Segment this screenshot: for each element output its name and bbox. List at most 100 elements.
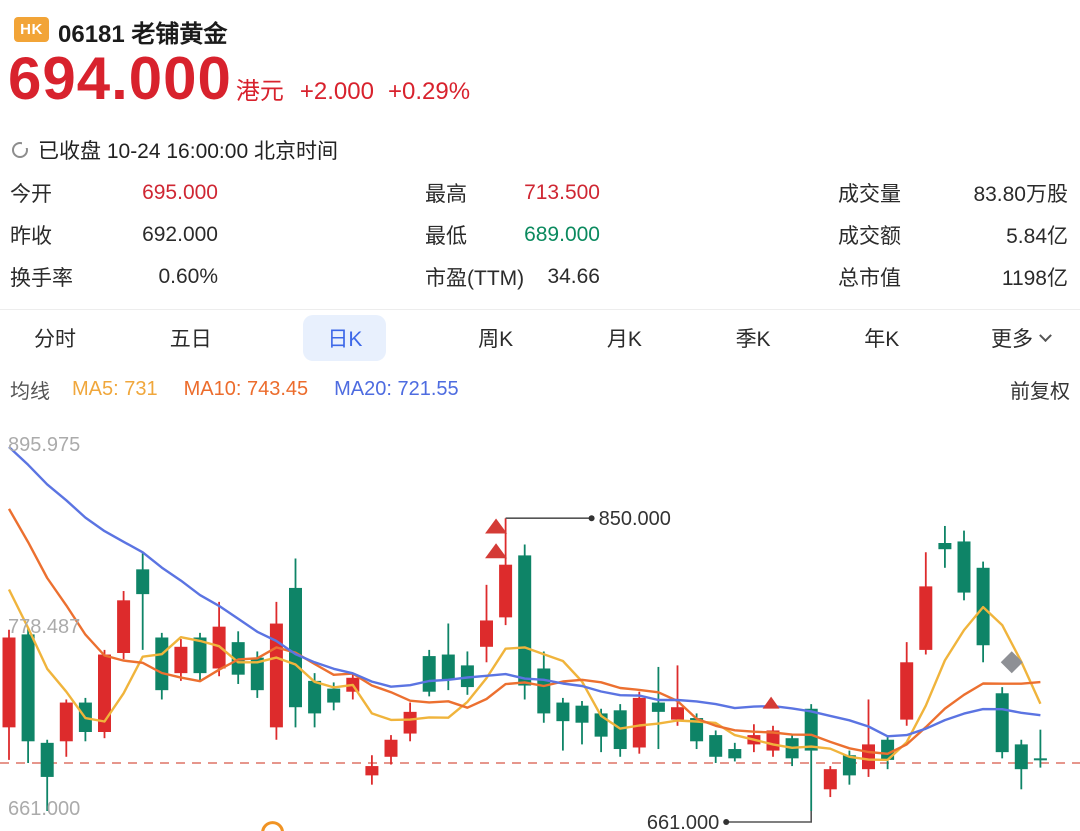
stat-row: 最低 689.000 (425, 214, 600, 256)
status-text: 已收盘 10-24 16:00:00 北京时间 (38, 140, 338, 163)
candle-body (957, 541, 971, 593)
candle-body (308, 680, 322, 714)
ma20-line (8, 446, 1041, 738)
market-status: 已收盘 10-24 16:00:00 北京时间 (12, 135, 338, 165)
candle-body (575, 705, 589, 723)
axis-tick-label: 778.487 (8, 616, 80, 638)
stat-value: 713.500 (524, 181, 600, 204)
candle-body (384, 739, 398, 757)
candle-body (327, 688, 341, 703)
event-circle-icon (261, 821, 284, 831)
ma-legend-title: 均线 (10, 380, 50, 403)
stat-row: 换手率 0.60% (10, 256, 218, 298)
refresh-icon[interactable] (12, 140, 30, 158)
tab-五日[interactable]: 五日 (169, 328, 212, 351)
stat-row: 市盈(TTM) 34.66 (425, 256, 600, 298)
tab-年K[interactable]: 年K (864, 328, 900, 351)
stat-value: 0.60% (158, 265, 218, 288)
diamond-marker-icon (1000, 651, 1023, 674)
candle-body (460, 665, 474, 688)
ma20-value: MA20: 721.55 (334, 377, 459, 400)
stat-label: 成交额 (838, 225, 901, 248)
candle-body (365, 766, 379, 776)
candle-body (919, 586, 933, 650)
axis-tick-label: 661.000 (8, 798, 80, 820)
candle-body (728, 749, 742, 759)
ma10-line (7, 508, 1041, 755)
ma-legend: 均线 MA5: 731 MA10: 743.45 MA20: 721.55 前复… (10, 374, 1070, 404)
stat-value: 695.000 (142, 181, 218, 204)
candle-body (403, 711, 417, 734)
stat-value: 692.000 (142, 223, 218, 246)
price-change-percent: +0.29% (387, 78, 471, 105)
candle-body (556, 702, 570, 722)
candle-body (632, 697, 646, 748)
ma5-value: MA5: 731 (72, 377, 158, 400)
stats-column: 成交量 83.80万股成交额 5.84亿总市值 1198亿 (838, 172, 1068, 298)
tab-more[interactable]: 更多 (991, 323, 1052, 353)
candle-body (823, 769, 837, 790)
candle-body (900, 662, 914, 720)
stat-label: 换手率 (10, 267, 73, 290)
candle-body (1014, 744, 1028, 770)
signal-triangle-icon (485, 543, 508, 559)
signal-triangle-icon (485, 518, 508, 534)
candle-body (441, 654, 455, 680)
stat-label: 昨收 (10, 225, 52, 248)
stat-label: 最低 (425, 225, 467, 248)
stat-value: 1198亿 (1001, 267, 1068, 290)
tab-周K[interactable]: 周K (478, 328, 514, 351)
current-price: 694.000 (8, 45, 232, 112)
low-annotation-label: 661.000 (647, 812, 719, 831)
candle-body (804, 708, 818, 751)
candle-body (690, 718, 704, 742)
high-annotation-label: 850.000 (599, 508, 671, 530)
candle-body (174, 646, 188, 674)
stat-label: 市盈(TTM) (425, 267, 525, 290)
candle-body (518, 555, 532, 686)
adjust-mode-toggle[interactable]: 前复权 (1010, 380, 1070, 403)
tab-more-label: 更多 (991, 328, 1033, 351)
candle-body (289, 587, 302, 708)
candle-body (250, 657, 264, 691)
stats-column: 今开 695.000 昨收 692.000 换手率 0.60% (10, 172, 218, 298)
stat-label: 最高 (425, 183, 467, 206)
candle-body (938, 543, 952, 550)
axis-tick-label: 895.975 (8, 434, 80, 456)
candle-body (59, 702, 73, 742)
period-tabs: 分时 五日 日K 周K 月K 季K 年K 更多 (0, 313, 1080, 363)
candle-body (480, 620, 493, 647)
price-row: 694.000 港元 +2.000 +0.29% (8, 44, 470, 113)
price-change: +2.000 (299, 78, 374, 105)
stat-value: 5.84亿 (1006, 225, 1068, 248)
tab-季K[interactable]: 季K (735, 328, 771, 351)
candle-body (2, 637, 16, 728)
stat-row: 今开 695.000 (10, 172, 218, 214)
candle-body (995, 693, 1009, 753)
signal-triangle-icon (762, 696, 780, 709)
candle-body (651, 702, 665, 712)
candle-body (1033, 758, 1047, 761)
stat-label: 总市值 (838, 267, 901, 290)
stat-label: 今开 (10, 183, 52, 206)
candle-body (117, 600, 131, 653)
candle-body (21, 634, 35, 742)
currency-label: 港元 (235, 78, 284, 105)
candle-body (40, 742, 54, 777)
tab-月K[interactable]: 月K (606, 328, 642, 351)
candle-body (709, 735, 723, 757)
tab-日K[interactable]: 日K (303, 315, 387, 361)
high-annotation-dot (588, 515, 595, 522)
candle-body (193, 637, 207, 674)
candle-body (499, 564, 513, 618)
low-annotation-dot (723, 819, 730, 825)
candle-body (842, 755, 856, 776)
stock-title: 06181 老铺黄金 (58, 21, 228, 48)
candle-body (98, 654, 111, 732)
stat-row: 成交量 83.80万股 (838, 172, 1068, 214)
section-divider (0, 309, 1080, 310)
market-badge: HK (14, 17, 49, 42)
tab-分时[interactable]: 分时 (34, 328, 76, 351)
stat-row: 成交额 5.84亿 (838, 214, 1068, 256)
